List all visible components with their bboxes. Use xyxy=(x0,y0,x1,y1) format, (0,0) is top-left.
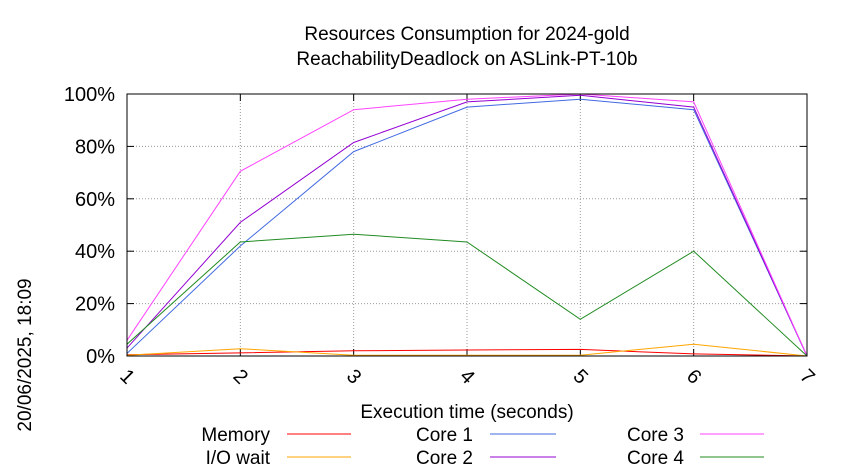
legend-label: Core 3 xyxy=(627,425,684,446)
timestamp-label: 20/06/2025, 18:09 xyxy=(15,278,36,431)
series-line-i-o-wait xyxy=(126,343,808,357)
x-tick-label: 1 xyxy=(115,365,138,388)
y-axis-ticks: 0% 20% 40% 60% 80% 100% xyxy=(64,84,807,368)
legend-label: Core 1 xyxy=(416,425,473,446)
series-lines xyxy=(126,93,808,357)
x-tick-label: 2 xyxy=(229,365,252,388)
series-line-memory xyxy=(126,348,808,357)
y-tick-label: 60% xyxy=(75,189,115,211)
grid xyxy=(127,94,807,356)
y-tick-label: 0% xyxy=(86,346,115,368)
series-line-core-4 xyxy=(126,233,808,357)
series-line-core-1 xyxy=(126,98,808,357)
x-tick-label: 5 xyxy=(569,365,592,388)
x-tick-label: 7 xyxy=(795,365,818,388)
legend-label: I/O wait xyxy=(206,448,271,469)
y-tick-label: 80% xyxy=(75,136,115,158)
series-line-core-2 xyxy=(126,94,808,357)
legend-label: Core 4 xyxy=(627,448,684,469)
chart-subtitle: ReachabilityDeadlock on ASLink-PT-10b xyxy=(296,49,637,70)
y-tick-label: 40% xyxy=(75,241,115,263)
x-tick-label: 6 xyxy=(682,365,705,388)
series-line-core-3 xyxy=(126,93,808,357)
legend-label: Memory xyxy=(201,425,270,446)
x-tick-label: 3 xyxy=(342,365,365,388)
plot-frame xyxy=(126,93,808,357)
x-tick-label: 4 xyxy=(455,365,478,388)
y-tick-label: 20% xyxy=(75,294,115,316)
x-axis-label: Execution time (seconds) xyxy=(360,402,573,423)
chart-title: Resources Consumption for 2024-gold xyxy=(304,24,629,45)
legend-label: Core 2 xyxy=(416,448,473,469)
y-tick-label: 100% xyxy=(64,84,115,106)
